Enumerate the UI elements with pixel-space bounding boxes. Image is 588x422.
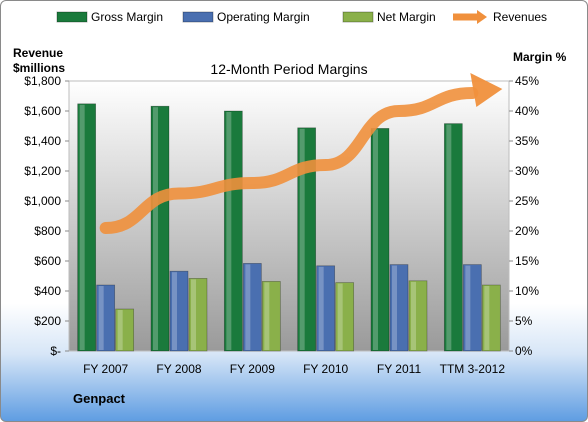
bar-highlight bbox=[153, 107, 158, 350]
revenue-arrowhead bbox=[470, 73, 503, 107]
net-margin-bar bbox=[261, 281, 281, 352]
bar-highlight bbox=[318, 266, 324, 350]
net-margin-bar bbox=[188, 278, 208, 352]
operating-margin-bar bbox=[96, 284, 116, 352]
right-tick-label: 45% bbox=[515, 74, 539, 88]
left-tick-label: $1,600 bbox=[24, 104, 61, 118]
bar-highlight bbox=[373, 129, 378, 350]
gross-margin-bar bbox=[370, 128, 390, 352]
bar-highlight bbox=[117, 310, 123, 350]
legend-label: Revenues bbox=[493, 10, 547, 24]
left-tick-label: $1,800 bbox=[24, 74, 61, 88]
legend-label: Net Margin bbox=[377, 10, 436, 24]
left-tick-label: $200 bbox=[34, 314, 61, 328]
category-label: TTM 3-2012 bbox=[440, 362, 506, 376]
legend-swatch bbox=[56, 11, 88, 23]
left-tick-label: $1,400 bbox=[24, 134, 61, 148]
operating-margin-bar bbox=[242, 263, 262, 352]
right-tick-label: 40% bbox=[515, 104, 539, 118]
bar-highlight bbox=[264, 282, 270, 350]
right-axis: 0% 5% 10% 15% 20% 25% 30% 35% 40% 45% bbox=[509, 74, 539, 358]
right-tick-label: 20% bbox=[515, 224, 539, 238]
left-axis-title-line1: Revenue bbox=[13, 46, 63, 60]
bar-highlight bbox=[79, 104, 85, 350]
right-tick-label: 30% bbox=[515, 164, 539, 178]
legend-swatch bbox=[182, 11, 214, 23]
left-tick-label: $- bbox=[50, 344, 61, 358]
gross-margin-bar bbox=[77, 103, 97, 352]
legend-label: Operating Margin bbox=[217, 10, 310, 24]
bar-highlight bbox=[392, 265, 397, 350]
operating-margin-bar bbox=[169, 270, 189, 352]
right-tick-label: 5% bbox=[515, 314, 533, 328]
legend-arrow bbox=[477, 10, 487, 24]
revenue-line bbox=[99, 73, 503, 234]
x-axis: FY 2007 FY 2008 FY 2009 FY 2010 FY 2011 TTM 3… bbox=[83, 362, 505, 376]
bars bbox=[77, 103, 501, 352]
left-tick-label: $1,200 bbox=[24, 164, 61, 178]
legend-swatch bbox=[342, 11, 374, 23]
bar-highlight bbox=[299, 128, 305, 350]
bar-highlight bbox=[191, 279, 196, 350]
bar-highlight bbox=[411, 281, 416, 350]
right-tick-label: 35% bbox=[515, 134, 539, 148]
bar-highlight bbox=[98, 286, 104, 350]
left-tick-label: $800 bbox=[34, 224, 61, 238]
net-margin-bar bbox=[408, 280, 428, 352]
right-tick-label: 15% bbox=[515, 254, 539, 268]
company-name: Genpact bbox=[73, 391, 126, 406]
operating-margin-bar bbox=[462, 264, 482, 352]
gross-margin-bar bbox=[150, 105, 170, 352]
left-tick-label: $600 bbox=[34, 254, 61, 268]
left-tick-label: $1,000 bbox=[24, 194, 61, 208]
gross-margin-bar bbox=[297, 127, 317, 352]
net-margin-bar bbox=[335, 282, 355, 352]
legend-label: Gross Margin bbox=[91, 10, 163, 24]
category-label: FY 2008 bbox=[156, 362, 201, 376]
category-label: FY 2007 bbox=[83, 362, 128, 376]
bar-highlight bbox=[484, 286, 490, 350]
net-margin-bar bbox=[481, 284, 501, 352]
net-margin-bar bbox=[115, 308, 135, 352]
right-axis-title: Margin % bbox=[513, 50, 567, 64]
right-tick-label: 10% bbox=[515, 284, 539, 298]
bar-highlight bbox=[226, 112, 232, 350]
left-tick-label: $400 bbox=[34, 284, 61, 298]
category-label: FY 2010 bbox=[303, 362, 348, 376]
bar-highlight bbox=[337, 283, 343, 350]
revenue-series-line bbox=[99, 87, 479, 234]
right-tick-label: 0% bbox=[515, 344, 533, 358]
operating-margin-bar bbox=[316, 265, 336, 352]
gross-margin-bar bbox=[443, 123, 463, 352]
bar-highlight bbox=[172, 272, 177, 350]
bar-highlight bbox=[465, 265, 471, 350]
gross-margin-bar bbox=[223, 110, 243, 352]
bar-highlight bbox=[446, 124, 452, 350]
operating-margin-bar bbox=[389, 264, 409, 352]
left-axis-title-line2: $millions bbox=[13, 61, 65, 75]
category-label: FY 2011 bbox=[377, 362, 422, 376]
legend: Gross Margin Operating Margin Net Margin Re… bbox=[56, 10, 547, 24]
category-label: FY 2009 bbox=[230, 362, 275, 376]
bar-highlight bbox=[245, 264, 251, 350]
chart-title: 12-Month Period Margins bbox=[210, 61, 367, 77]
right-tick-label: 25% bbox=[515, 194, 539, 208]
left-axis: $- $200 $400 $600 $800 $1,000 $1,200 $1,400 $1,6… bbox=[24, 74, 69, 358]
